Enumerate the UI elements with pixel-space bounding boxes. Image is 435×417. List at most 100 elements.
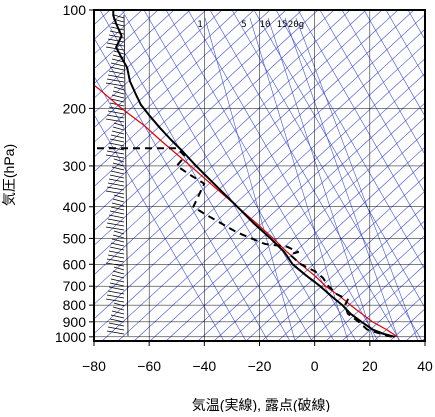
y-tick-label: 400 <box>63 199 87 215</box>
isotherm-line <box>94 10 367 261</box>
wind-barb <box>107 38 125 43</box>
isotherm-line <box>277 205 425 341</box>
wind-barb <box>113 122 125 127</box>
wind-barb <box>108 142 125 147</box>
isotherm-line <box>94 10 255 158</box>
wind-barb <box>109 246 125 251</box>
y-axis-title: 気圧(hPa) <box>1 144 17 206</box>
adiabat-line <box>187 10 379 341</box>
wind-barb <box>113 266 125 271</box>
series-layer <box>94 10 398 338</box>
wind-barb <box>113 86 125 91</box>
y-tick-label: 600 <box>63 256 87 272</box>
adiabat-line <box>231 10 423 341</box>
wind-barb <box>105 226 125 231</box>
y-tick-label: 700 <box>63 278 87 294</box>
adiabat-line <box>341 10 425 156</box>
isotherm-line <box>341 264 425 341</box>
isotherm-line <box>94 10 287 187</box>
wind-barb <box>112 234 125 239</box>
wind-barb <box>112 126 125 131</box>
x-axis-ticks: −80 −60 −40 −20 0 20 40 <box>82 341 433 374</box>
wind-barb <box>111 58 125 63</box>
wind-barb <box>109 318 125 323</box>
adiabat-line <box>121 10 313 341</box>
temperature-line <box>112 10 395 338</box>
isotherm-line <box>101 43 425 341</box>
isotherm-line <box>261 190 425 341</box>
wind-barb <box>107 182 125 187</box>
mixing-ratio-labels: 1 5 10 15 20g <box>197 20 304 30</box>
wind-barb <box>111 310 125 315</box>
mixing-ratio-line <box>284 17 400 341</box>
isotherm-line <box>94 10 223 129</box>
wind-barb <box>113 158 125 163</box>
x-tick-label: −40 <box>192 358 216 374</box>
mixing-ratio-label: 5 <box>241 20 246 30</box>
isotherm-line <box>94 10 415 305</box>
wind-barb <box>106 222 125 227</box>
wind-barb <box>106 294 125 299</box>
y-tick-label: 200 <box>63 100 87 116</box>
wind-barb <box>110 278 125 283</box>
isotherm-line <box>94 10 319 217</box>
wind-barb <box>111 94 125 99</box>
wind-barb <box>105 82 125 87</box>
wind-barb <box>110 98 125 103</box>
x-tick-label: −80 <box>82 358 106 374</box>
wind-barb <box>110 62 125 67</box>
wind-barb <box>108 322 125 327</box>
wind-barb <box>112 90 125 95</box>
wind-barb <box>106 114 125 119</box>
wind-barb <box>109 282 125 287</box>
isotherm-line <box>293 220 425 341</box>
wind-barb <box>107 290 125 295</box>
adiabat-line <box>319 10 425 194</box>
wind-barb <box>112 306 125 311</box>
adiabat-line <box>165 10 357 341</box>
isotherm-line <box>357 278 425 341</box>
grid-lines <box>94 10 425 341</box>
wind-barb <box>111 22 125 27</box>
adiabat-line <box>430 10 435 341</box>
wind-barb <box>107 254 125 259</box>
wind-barb <box>111 202 125 207</box>
wind-barbs <box>105 14 129 337</box>
isotherm-line <box>94 10 159 70</box>
x-tick-label: −60 <box>137 358 161 374</box>
wind-barb <box>112 162 125 167</box>
dewpoint-line <box>94 147 393 338</box>
isotherm-line <box>94 10 191 99</box>
wind-barb <box>112 270 125 275</box>
isotherm-line <box>229 161 425 341</box>
wind-barb <box>106 186 125 191</box>
wind-barb <box>106 330 125 335</box>
mixing-ratio-line <box>249 17 349 341</box>
y-tick-label: 800 <box>63 297 87 313</box>
wind-barb <box>107 110 125 115</box>
wind-barb <box>110 206 125 211</box>
isotherm-line <box>94 10 399 290</box>
adiabat-line <box>143 10 335 341</box>
mixing-ratio-line <box>295 17 419 341</box>
wind-barb <box>107 218 125 223</box>
isotherm-line <box>213 146 425 341</box>
wind-barb <box>109 138 125 143</box>
adiabat-line <box>385 10 425 79</box>
isotherm-line <box>325 249 425 341</box>
isotherm-line <box>245 176 425 341</box>
wind-barb <box>111 274 125 279</box>
isotherm-line <box>94 28 425 335</box>
adiabat-line <box>275 10 425 271</box>
wind-barb <box>110 134 125 139</box>
wind-barb <box>110 170 125 175</box>
wind-barb <box>106 78 125 83</box>
wind-barb <box>105 118 125 123</box>
x-tick-label: −20 <box>248 358 272 374</box>
wind-barb <box>108 250 125 255</box>
wind-barb <box>109 174 125 179</box>
adiabat-line <box>209 10 401 341</box>
wind-barb <box>112 198 125 203</box>
wind-barb <box>111 130 125 135</box>
